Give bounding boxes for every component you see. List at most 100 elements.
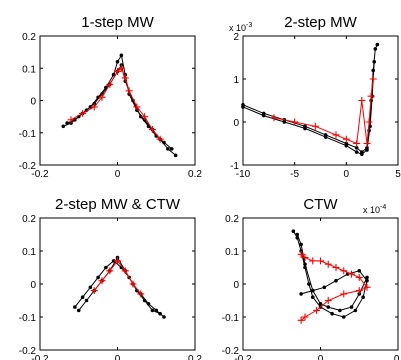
panel-3-series-2-point [111, 259, 116, 263]
panel-4-xtick-label: 0 [318, 354, 324, 360]
panel-2-ytick-label: 0 [233, 118, 239, 129]
panel-2-series-2-point [360, 152, 364, 157]
panel-4-series-1-point [334, 278, 338, 283]
panel-4-series-1-point [330, 311, 334, 316]
panel-3-xtick-label: -0.2 [31, 354, 49, 360]
panel-2-series-1-point [354, 146, 359, 150]
panel-3-series-1-point [84, 298, 89, 303]
panel-3-series-3-point [137, 290, 145, 298]
panel-3-axes-box [39, 217, 196, 351]
panel-3-title: 2-step MW & CTW [55, 196, 181, 213]
panel-2-axes-box [242, 35, 399, 166]
panel-1-xtick-label: 0 [115, 169, 121, 180]
panel-3-series-2-point [80, 295, 85, 300]
panel-4-series-3-point [301, 254, 309, 262]
panel-1-series-3-point [156, 135, 164, 143]
panel-2-series-2-point [303, 126, 307, 131]
panel-1-series-1-point [166, 147, 170, 151]
panel-4-series-3-line [300, 253, 368, 321]
panel-4-series-3-point [324, 297, 332, 304]
panel-4-series-1-point [299, 292, 303, 296]
panel-3-xtick-label: 0 [115, 354, 121, 360]
panel-1-series-3-point [114, 67, 121, 75]
panel-1-ytick-label: 0 [30, 97, 36, 108]
panel-4-series-1-point [361, 295, 365, 300]
panel-2-series-3-point [342, 135, 350, 143]
panel-4-series-1-point [341, 315, 346, 319]
panel-2-xtick-label: -10 [236, 169, 251, 180]
panel-4-axes-box [242, 217, 399, 351]
panel-2-series-3-point [365, 118, 373, 126]
panel-1-series-1-point [173, 153, 178, 158]
panel-1-axes-box [39, 35, 196, 166]
panel-4-series-2-point [365, 275, 369, 280]
panel-1-series-3-point [90, 103, 98, 111]
panel-2-ytick-label: 1 [233, 75, 239, 86]
panel-2-series-3-point [291, 118, 299, 126]
panel-1-title: 1-step MW [81, 14, 154, 31]
panel-4-series-3-point [324, 260, 332, 268]
panel-1-series-2-point [61, 124, 66, 129]
panel-1-series-2-point [138, 114, 143, 119]
panel-1-series-3-point [141, 113, 149, 121]
panel-3-series-1-point [162, 315, 166, 319]
panel-4-series-3-point [363, 283, 371, 291]
panel-2-series-2-point [282, 120, 287, 124]
panel-1-ytick-label: 0.1 [22, 64, 36, 75]
panel-2-series-3-point [332, 131, 340, 139]
panel-4-series-2-point [338, 308, 342, 313]
panel-4-ytick-label: 0.1 [225, 247, 239, 258]
panel-4-series-3-point [340, 290, 348, 298]
panel-3-series-2-point [104, 265, 108, 270]
panel-4-series-2-point [310, 288, 315, 293]
panel-1-series-3-line [70, 67, 161, 140]
panel-3-series-2-point [96, 275, 100, 280]
panel-1-series-2-point [162, 140, 166, 145]
panel-4-series-3-point [297, 316, 305, 324]
panel-3-xtick-label: 0.2 [188, 354, 202, 360]
panel-2-series-1-point [373, 47, 378, 51]
panel-3-series-2-line [74, 260, 161, 315]
panel-4-series-2-point [318, 302, 323, 306]
panel-3-ytick-label: -0.1 [19, 313, 37, 324]
panel-4-series-3-point [355, 273, 363, 281]
panel-4-series-3-point [317, 257, 324, 265]
panel-3-ytick-label: 0.2 [22, 214, 36, 225]
panel-1-series-3-point [125, 87, 133, 95]
panel-2-y-exponent-power: -3 [246, 22, 252, 29]
panel-2-series-3-point [270, 114, 278, 122]
panel-3-series-3-point [129, 280, 137, 288]
panel-3-series-2-point [142, 298, 147, 303]
panel-2-xtick-label: 5 [395, 169, 401, 180]
panel-4-series-2-point [295, 232, 300, 237]
panel-3-series-3-point [98, 277, 106, 285]
panel-4-series-3-point [313, 306, 321, 314]
panel-2-series-2-line [242, 61, 375, 155]
panel-3-ytick-label: 0 [30, 280, 36, 291]
panel-4-series-3-point [355, 287, 363, 295]
panel-2-ytick-label: 2 [233, 32, 239, 43]
panel-2-series-3-point [311, 122, 319, 130]
panel-4-series-3-point [309, 257, 317, 265]
panel-3-series-3-point [106, 267, 114, 275]
panel-4-series-1-line [292, 230, 368, 318]
panel-4-ytick-label: 0.2 [225, 214, 239, 225]
panel-1-series-1-point [119, 53, 124, 58]
panel-1-series-2-point [169, 147, 174, 151]
panel-4-series-2-point [326, 305, 331, 309]
panel-2-series-2-point [241, 105, 245, 109]
panel-2-title: 2-step MW [284, 14, 357, 31]
panel-2-x-exponent: x 10-4 [363, 204, 386, 215]
panel-3-ytick-label: -0.2 [19, 346, 37, 357]
panel-2-series-3-point [367, 92, 375, 100]
panel-2-x-exponent-power: -4 [380, 204, 386, 211]
panel-4-series-1-point [307, 282, 311, 286]
panel-4-ytick-label: -0.2 [222, 346, 240, 357]
panel-1-series-3-point [117, 64, 125, 72]
panel-4-ytick-label: 0 [233, 280, 239, 291]
panel-2-series-3-point [353, 140, 361, 147]
panel-4-series-3-point [340, 267, 348, 275]
panel-4-series-3-point [332, 264, 340, 271]
panel-4-series-2-point [299, 242, 303, 247]
